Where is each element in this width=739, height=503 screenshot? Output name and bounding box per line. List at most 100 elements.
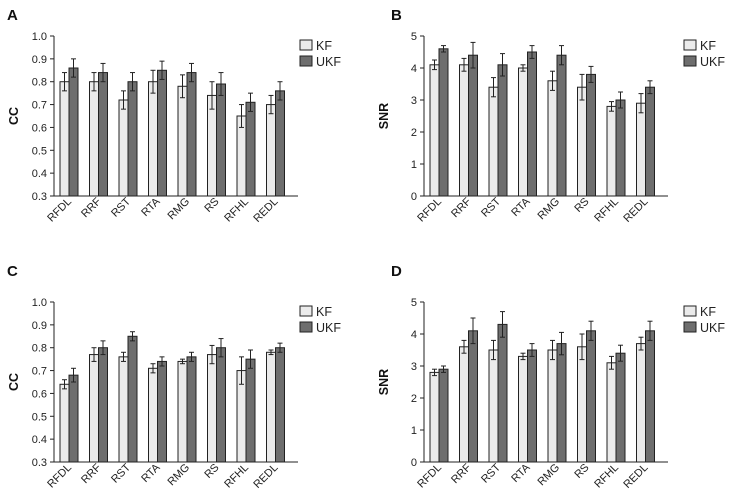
- bar-ukf-rs: [586, 73, 596, 197]
- x-tick-label-redl: REDL: [621, 196, 650, 225]
- legend-label-kf: KF: [700, 39, 716, 53]
- legend-swatch-kf: [299, 305, 313, 317]
- legend-label-kf: KF: [700, 305, 716, 319]
- x-tick-label-rfhl: RFHL: [222, 462, 251, 491]
- y-tick-label: 1.0: [32, 31, 47, 43]
- panel-b: B 0 1 2 3 4 5 SNR RFDL RRF RST RTA RMG RS RFHL REDL KF UK…: [377, 7, 725, 225]
- x-tick-label-rta: RTA: [509, 195, 533, 219]
- legend-swatch-kf: [683, 39, 697, 51]
- bar-ukf-rfhl: [245, 101, 256, 197]
- x-tick-label-rrf: RRF: [449, 195, 474, 220]
- bar-kf-rs: [207, 94, 217, 197]
- panel-a: A 0.3 0.4 0.5 0.6 0.7 0.8 0.9 1.0 CC RFDL RRF RST RTA…: [7, 7, 341, 225]
- bar-ukf-rst: [127, 335, 138, 463]
- x-tick-label-rmg: RMG: [535, 196, 562, 223]
- bar-kf-rfhl: [236, 115, 247, 197]
- y-tick-label: 0.6: [32, 388, 47, 400]
- bar-kf-rfhl: [606, 362, 617, 463]
- panel-letter: D: [391, 263, 402, 280]
- bar-ukf-rst: [127, 81, 138, 197]
- x-tick-label-rmg: RMG: [165, 462, 192, 489]
- bar-kf-rs: [577, 86, 587, 197]
- bar-ukf-rmg: [556, 54, 567, 197]
- y-tick-label: 0.6: [32, 122, 47, 134]
- y-tick-label: 0: [411, 191, 417, 203]
- x-tick-label-redl: REDL: [251, 196, 280, 225]
- bar-kf-rs: [207, 354, 217, 463]
- y-axis-label: SNR: [377, 103, 391, 129]
- bar-kf-rfhl: [606, 105, 617, 197]
- legend-label-ukf: UKF: [700, 55, 725, 69]
- x-tick-label-rta: RTA: [139, 195, 163, 219]
- x-tick-label-rrf: RRF: [79, 461, 104, 486]
- bar-ukf-rfdl: [438, 368, 449, 463]
- x-tick-label-rst: RST: [479, 195, 503, 219]
- bar-kf-rfdl: [59, 383, 70, 463]
- bar-kf-rrf: [89, 81, 99, 197]
- x-tick-label-rfdl: RFDL: [45, 462, 74, 491]
- y-tick-label: 1: [411, 425, 417, 437]
- x-tick-label-rmg: RMG: [535, 462, 562, 489]
- bar-kf-rmg: [547, 80, 558, 197]
- x-tick-label-rta: RTA: [139, 461, 163, 485]
- bar-ukf-rrf: [468, 54, 478, 197]
- bar-kf-rfdl: [429, 371, 440, 463]
- y-tick-label: 1: [411, 159, 417, 171]
- x-tick-label-rst: RST: [109, 195, 133, 219]
- bar-ukf-redl: [275, 347, 285, 463]
- bar-ukf-rfhl: [615, 99, 626, 197]
- bar-kf-rs: [577, 346, 587, 463]
- x-tick-label-rrf: RRF: [79, 195, 104, 220]
- panel-letter: A: [7, 7, 18, 24]
- y-tick-label: 5: [411, 297, 417, 309]
- y-tick-label: 0.9: [32, 320, 47, 332]
- bar-kf-rst: [488, 349, 499, 463]
- y-axis-label: SNR: [377, 369, 391, 395]
- bar-kf-rfdl: [59, 81, 70, 197]
- x-tick-label-rfhl: RFHL: [592, 196, 621, 225]
- panel-c: C 0.3 0.4 0.5 0.6 0.7 0.8 0.9 1.0 CC RFDL RRF RST RTA…: [7, 263, 341, 491]
- bar-ukf-rrf: [98, 347, 108, 463]
- bar-ukf-rmg: [186, 356, 197, 463]
- legend-label-ukf: UKF: [316, 321, 341, 335]
- bar-ukf-rfdl: [68, 374, 79, 463]
- y-tick-label: 0.5: [32, 411, 47, 423]
- y-tick-label: 2: [411, 393, 417, 405]
- y-tick-label: 0.4: [32, 168, 47, 180]
- y-tick-label: 0.7: [32, 366, 47, 378]
- y-tick-label: 0.3: [32, 191, 47, 203]
- bar-kf-rrf: [459, 346, 469, 463]
- bar-kf-rrf: [459, 64, 469, 197]
- bar-kf-rta: [518, 355, 528, 463]
- bar-ukf-rfdl: [438, 48, 449, 197]
- panel-letter: C: [7, 263, 18, 280]
- y-tick-label: 5: [411, 31, 417, 43]
- y-tick-label: 3: [411, 361, 417, 373]
- bar-ukf-rrf: [98, 72, 108, 197]
- bar-kf-rst: [488, 86, 499, 197]
- bar-ukf-redl: [275, 90, 285, 197]
- x-tick-label-rrf: RRF: [449, 461, 474, 486]
- bar-ukf-rst: [497, 323, 508, 463]
- y-tick-label: 0.7: [32, 100, 47, 112]
- bar-kf-redl: [266, 104, 276, 197]
- bar-kf-rta: [148, 367, 158, 463]
- legend-label-kf: KF: [316, 305, 332, 319]
- legend-swatch-kf: [299, 39, 313, 51]
- x-tick-label-rfdl: RFDL: [45, 196, 74, 225]
- bar-ukf-rta: [157, 360, 167, 463]
- bar-kf-rst: [118, 356, 129, 463]
- bar-ukf-rs: [216, 83, 226, 197]
- bar-ukf-rmg: [556, 343, 567, 463]
- bar-kf-rmg: [177, 85, 188, 197]
- y-tick-label: 0.5: [32, 145, 47, 157]
- bar-kf-rta: [518, 67, 528, 197]
- bar-kf-rfdl: [429, 64, 440, 197]
- x-tick-label-redl: REDL: [621, 462, 650, 491]
- bar-ukf-rfhl: [245, 358, 256, 463]
- x-tick-label-rmg: RMG: [165, 196, 192, 223]
- bar-kf-redl: [636, 102, 646, 197]
- y-tick-label: 0.8: [32, 77, 47, 89]
- bar-kf-rst: [118, 99, 129, 197]
